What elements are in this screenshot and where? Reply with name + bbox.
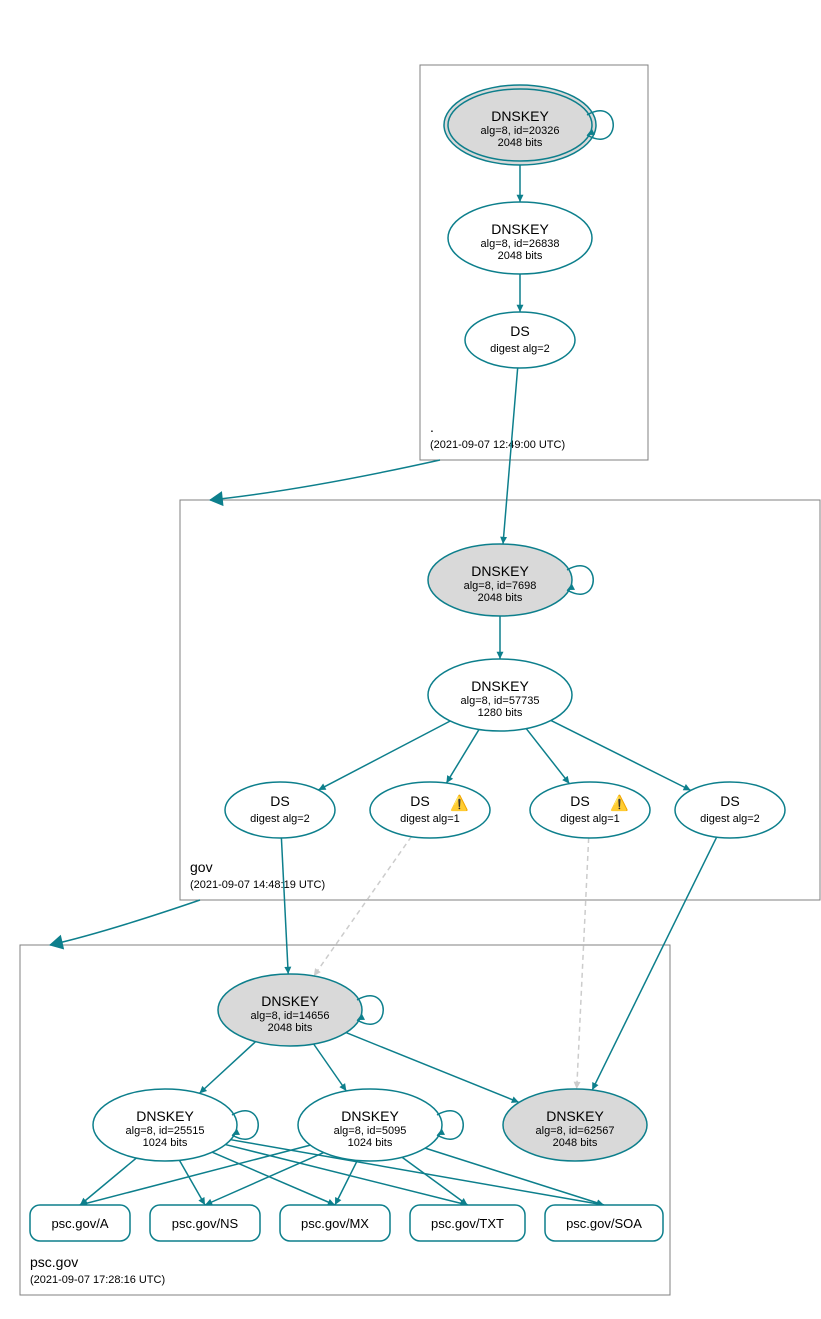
svg-text:DS: DS — [570, 793, 589, 809]
svg-text:psc.gov/SOA: psc.gov/SOA — [566, 1216, 642, 1231]
edge — [179, 1160, 205, 1205]
svg-text:DNSKEY: DNSKEY — [546, 1108, 604, 1124]
svg-text:alg=8, id=7698: alg=8, id=7698 — [464, 580, 537, 592]
svg-text:alg=8, id=26838: alg=8, id=26838 — [481, 238, 560, 250]
edge — [199, 1042, 255, 1094]
svg-text:1024 bits: 1024 bits — [348, 1137, 393, 1149]
zone-arrow — [50, 900, 200, 945]
svg-text:digest alg=2: digest alg=2 — [490, 343, 550, 355]
svg-text:2048 bits: 2048 bits — [268, 1022, 313, 1034]
svg-text:alg=8, id=25515: alg=8, id=25515 — [126, 1125, 205, 1137]
zone-arrow — [210, 460, 440, 500]
svg-text:alg=8, id=5095: alg=8, id=5095 — [334, 1125, 407, 1137]
edge — [402, 1157, 467, 1205]
node-root_zsk: DNSKEYalg=8, id=268382048 bits — [448, 202, 592, 274]
edge — [446, 729, 479, 783]
svg-text:digest alg=1: digest alg=1 — [400, 813, 460, 825]
record-soa: psc.gov/SOA — [545, 1205, 663, 1241]
node-gov_zsk: DNSKEYalg=8, id=577351280 bits — [428, 659, 572, 731]
zone-date-gov: (2021-09-07 14:48:19 UTC) — [190, 879, 325, 891]
svg-text:DS: DS — [270, 793, 289, 809]
warning-icon: ⚠️ — [450, 794, 469, 812]
svg-text:psc.gov/TXT: psc.gov/TXT — [431, 1216, 504, 1231]
svg-text:DNSKEY: DNSKEY — [261, 993, 319, 1009]
edge — [592, 837, 716, 1090]
node-gov_ds3: DS ⚠️digest alg=1 — [530, 782, 650, 838]
svg-text:DNSKEY: DNSKEY — [491, 221, 549, 237]
svg-text:DNSKEY: DNSKEY — [471, 678, 529, 694]
zone-date-root: (2021-09-07 12:49:00 UTC) — [430, 439, 565, 451]
svg-text:alg=8, id=62567: alg=8, id=62567 — [536, 1125, 615, 1137]
zone-label-psc: psc.gov — [30, 1254, 78, 1270]
edge — [314, 1044, 347, 1091]
svg-text:DNSKEY: DNSKEY — [341, 1108, 399, 1124]
svg-text:psc.gov/MX: psc.gov/MX — [301, 1216, 369, 1231]
svg-text:2048 bits: 2048 bits — [478, 592, 523, 604]
edge — [335, 1160, 357, 1205]
edge — [281, 838, 288, 974]
record-ns: psc.gov/NS — [150, 1205, 260, 1241]
svg-text:2048 bits: 2048 bits — [498, 137, 543, 149]
svg-text:digest alg=2: digest alg=2 — [700, 813, 760, 825]
svg-text:DNSKEY: DNSKEY — [491, 108, 549, 124]
node-psc_ksk: DNSKEYalg=8, id=146562048 bits — [218, 974, 383, 1046]
svg-text:2048 bits: 2048 bits — [498, 250, 543, 262]
svg-text:2048 bits: 2048 bits — [553, 1137, 598, 1149]
node-psc_k3: DNSKEYalg=8, id=625672048 bits — [503, 1089, 647, 1161]
edge — [212, 1152, 335, 1205]
zone-label-gov: gov — [190, 859, 213, 875]
edge — [577, 838, 589, 1089]
record-txt: psc.gov/TXT — [410, 1205, 525, 1241]
svg-text:1280 bits: 1280 bits — [478, 707, 523, 719]
zone-label-root: . — [430, 419, 434, 435]
svg-text:alg=8, id=57735: alg=8, id=57735 — [461, 695, 540, 707]
edge — [314, 837, 412, 976]
record-mx: psc.gov/MX — [280, 1205, 390, 1241]
svg-text:psc.gov/NS: psc.gov/NS — [172, 1216, 239, 1231]
node-root_ksk: DNSKEYalg=8, id=203262048 bits — [444, 85, 613, 165]
edge — [503, 368, 518, 544]
edge — [551, 720, 691, 790]
svg-text:digest alg=2: digest alg=2 — [250, 813, 310, 825]
node-gov_ds4: DS digest alg=2 — [675, 782, 785, 838]
warning-icon: ⚠️ — [610, 794, 629, 812]
svg-text:DS: DS — [510, 323, 529, 339]
svg-text:DS: DS — [720, 793, 739, 809]
svg-text:DNSKEY: DNSKEY — [136, 1108, 194, 1124]
zone-date-psc: (2021-09-07 17:28:16 UTC) — [30, 1274, 165, 1286]
edge — [318, 721, 450, 790]
node-gov_ds2: DS ⚠️digest alg=1 — [370, 782, 490, 838]
node-psc_k1: DNSKEYalg=8, id=255151024 bits — [93, 1089, 258, 1161]
edge — [526, 729, 569, 784]
svg-text:DS: DS — [410, 793, 429, 809]
record-a: psc.gov/A — [30, 1205, 130, 1241]
node-gov_ksk: DNSKEYalg=8, id=76982048 bits — [428, 544, 593, 616]
svg-text:psc.gov/A: psc.gov/A — [51, 1216, 108, 1231]
svg-text:DNSKEY: DNSKEY — [471, 563, 529, 579]
dnssec-diagram: . (2021-09-07 12:49:00 UTC) gov (2021-09-07… — [10, 10, 821, 1309]
node-gov_ds1: DS digest alg=2 — [225, 782, 335, 838]
svg-text:digest alg=1: digest alg=1 — [560, 813, 620, 825]
svg-text:alg=8, id=20326: alg=8, id=20326 — [481, 125, 560, 137]
node-psc_k2: DNSKEYalg=8, id=50951024 bits — [298, 1089, 463, 1161]
svg-text:alg=8, id=14656: alg=8, id=14656 — [251, 1010, 330, 1022]
svg-text:1024 bits: 1024 bits — [143, 1137, 188, 1149]
node-root_ds: DS digest alg=2 — [465, 312, 575, 368]
edge — [205, 1153, 324, 1205]
